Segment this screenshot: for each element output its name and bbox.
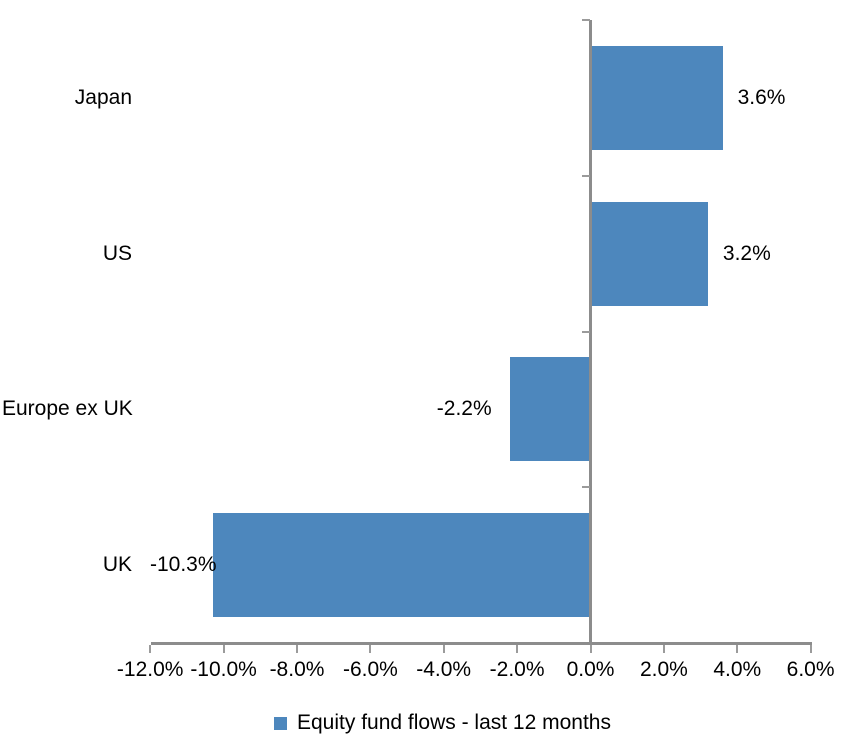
x-tick-label: 0.0% bbox=[566, 658, 615, 681]
x-axis-tick bbox=[222, 645, 225, 653]
legend-swatch-icon bbox=[274, 716, 287, 730]
x-axis-tick bbox=[442, 645, 445, 653]
y-axis-tick bbox=[582, 174, 590, 177]
x-tick-label: -10.0% bbox=[190, 658, 257, 681]
x-axis-tick bbox=[369, 645, 372, 653]
x-axis-tick bbox=[736, 645, 739, 653]
legend-label: Equity fund flows - last 12 months bbox=[297, 711, 611, 734]
x-axis-tick bbox=[662, 645, 665, 653]
value-label-europe-ex-uk: -2.2% bbox=[436, 397, 492, 421]
bar-europe-ex-uk bbox=[509, 357, 591, 462]
x-tick-label: 2.0% bbox=[639, 658, 688, 681]
bar-uk bbox=[212, 513, 591, 618]
value-label-us: 3.2% bbox=[722, 241, 771, 265]
x-axis-tick bbox=[149, 645, 152, 653]
bar-japan bbox=[590, 45, 723, 150]
category-label-us: US bbox=[102, 241, 132, 265]
x-axis-tick bbox=[516, 645, 519, 653]
y-axis-tick bbox=[582, 330, 590, 333]
x-tick-label: 6.0% bbox=[786, 658, 835, 681]
value-label-uk: -10.3% bbox=[150, 553, 217, 577]
y-axis-tick bbox=[582, 486, 590, 489]
category-label-uk: UK bbox=[102, 553, 132, 577]
x-axis-tick bbox=[809, 645, 812, 653]
category-label-europe-ex-uk: Europe ex UK bbox=[2, 397, 133, 421]
x-tick-label: -12.0% bbox=[116, 658, 184, 681]
category-label-japan: Japan bbox=[74, 85, 132, 109]
x-axis-tick bbox=[589, 645, 592, 653]
y-axis-line bbox=[589, 20, 592, 645]
x-tick-label: 4.0% bbox=[713, 658, 762, 681]
x-tick-label: -4.0% bbox=[416, 658, 472, 681]
x-tick-label: -8.0% bbox=[269, 658, 325, 681]
x-tick-label: -6.0% bbox=[342, 658, 398, 681]
x-tick-label: -2.0% bbox=[489, 658, 545, 681]
bar-us bbox=[590, 201, 708, 306]
x-axis-line bbox=[151, 642, 812, 645]
x-axis-tick bbox=[296, 645, 298, 653]
value-label-japan: 3.6% bbox=[737, 85, 786, 109]
y-axis-tick bbox=[582, 19, 590, 21]
legend: Equity fund flows - last 12 months bbox=[274, 710, 611, 736]
